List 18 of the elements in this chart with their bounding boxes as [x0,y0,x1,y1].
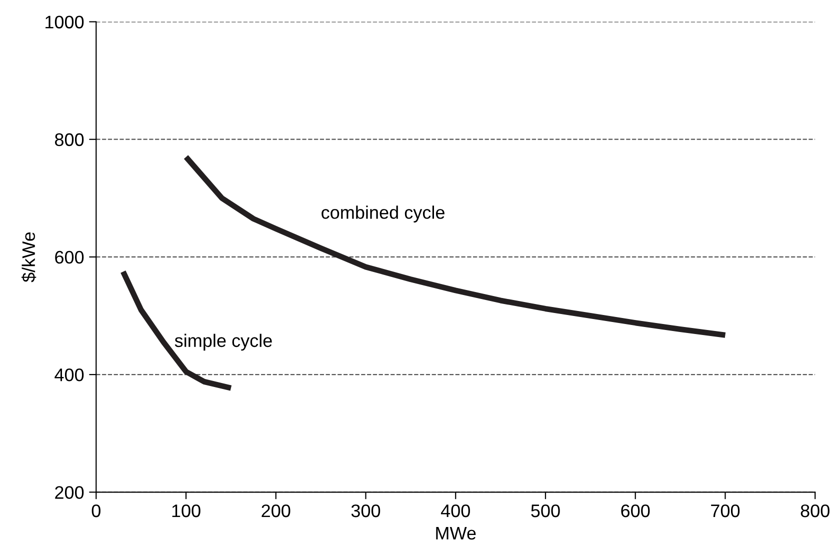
y-tick-label: 400 [54,368,84,382]
y-axis-title: $/kWe [22,232,36,282]
x-tick-label: 100 [172,504,200,518]
y-tick-label: 1000 [46,16,84,28]
x-tick-label: 0 [92,504,100,518]
series-label: combined cycle [322,206,444,222]
x-tick-label: 200 [262,504,290,518]
x-tick-label: 600 [621,504,650,518]
y-tick-label: 800 [54,133,84,146]
x-tick-label: 500 [531,504,560,518]
y-tick-label: 200 [55,486,84,499]
x-tick-label: 800 [800,504,830,518]
series-label: simple cycle [174,334,272,351]
x-tick-label: 300 [351,504,380,518]
x-tick-label: 400 [440,504,470,518]
x-axis-title: MWe [436,527,476,540]
y-tick-label: 600 [55,250,84,264]
x-tick-label: 700 [711,504,740,518]
